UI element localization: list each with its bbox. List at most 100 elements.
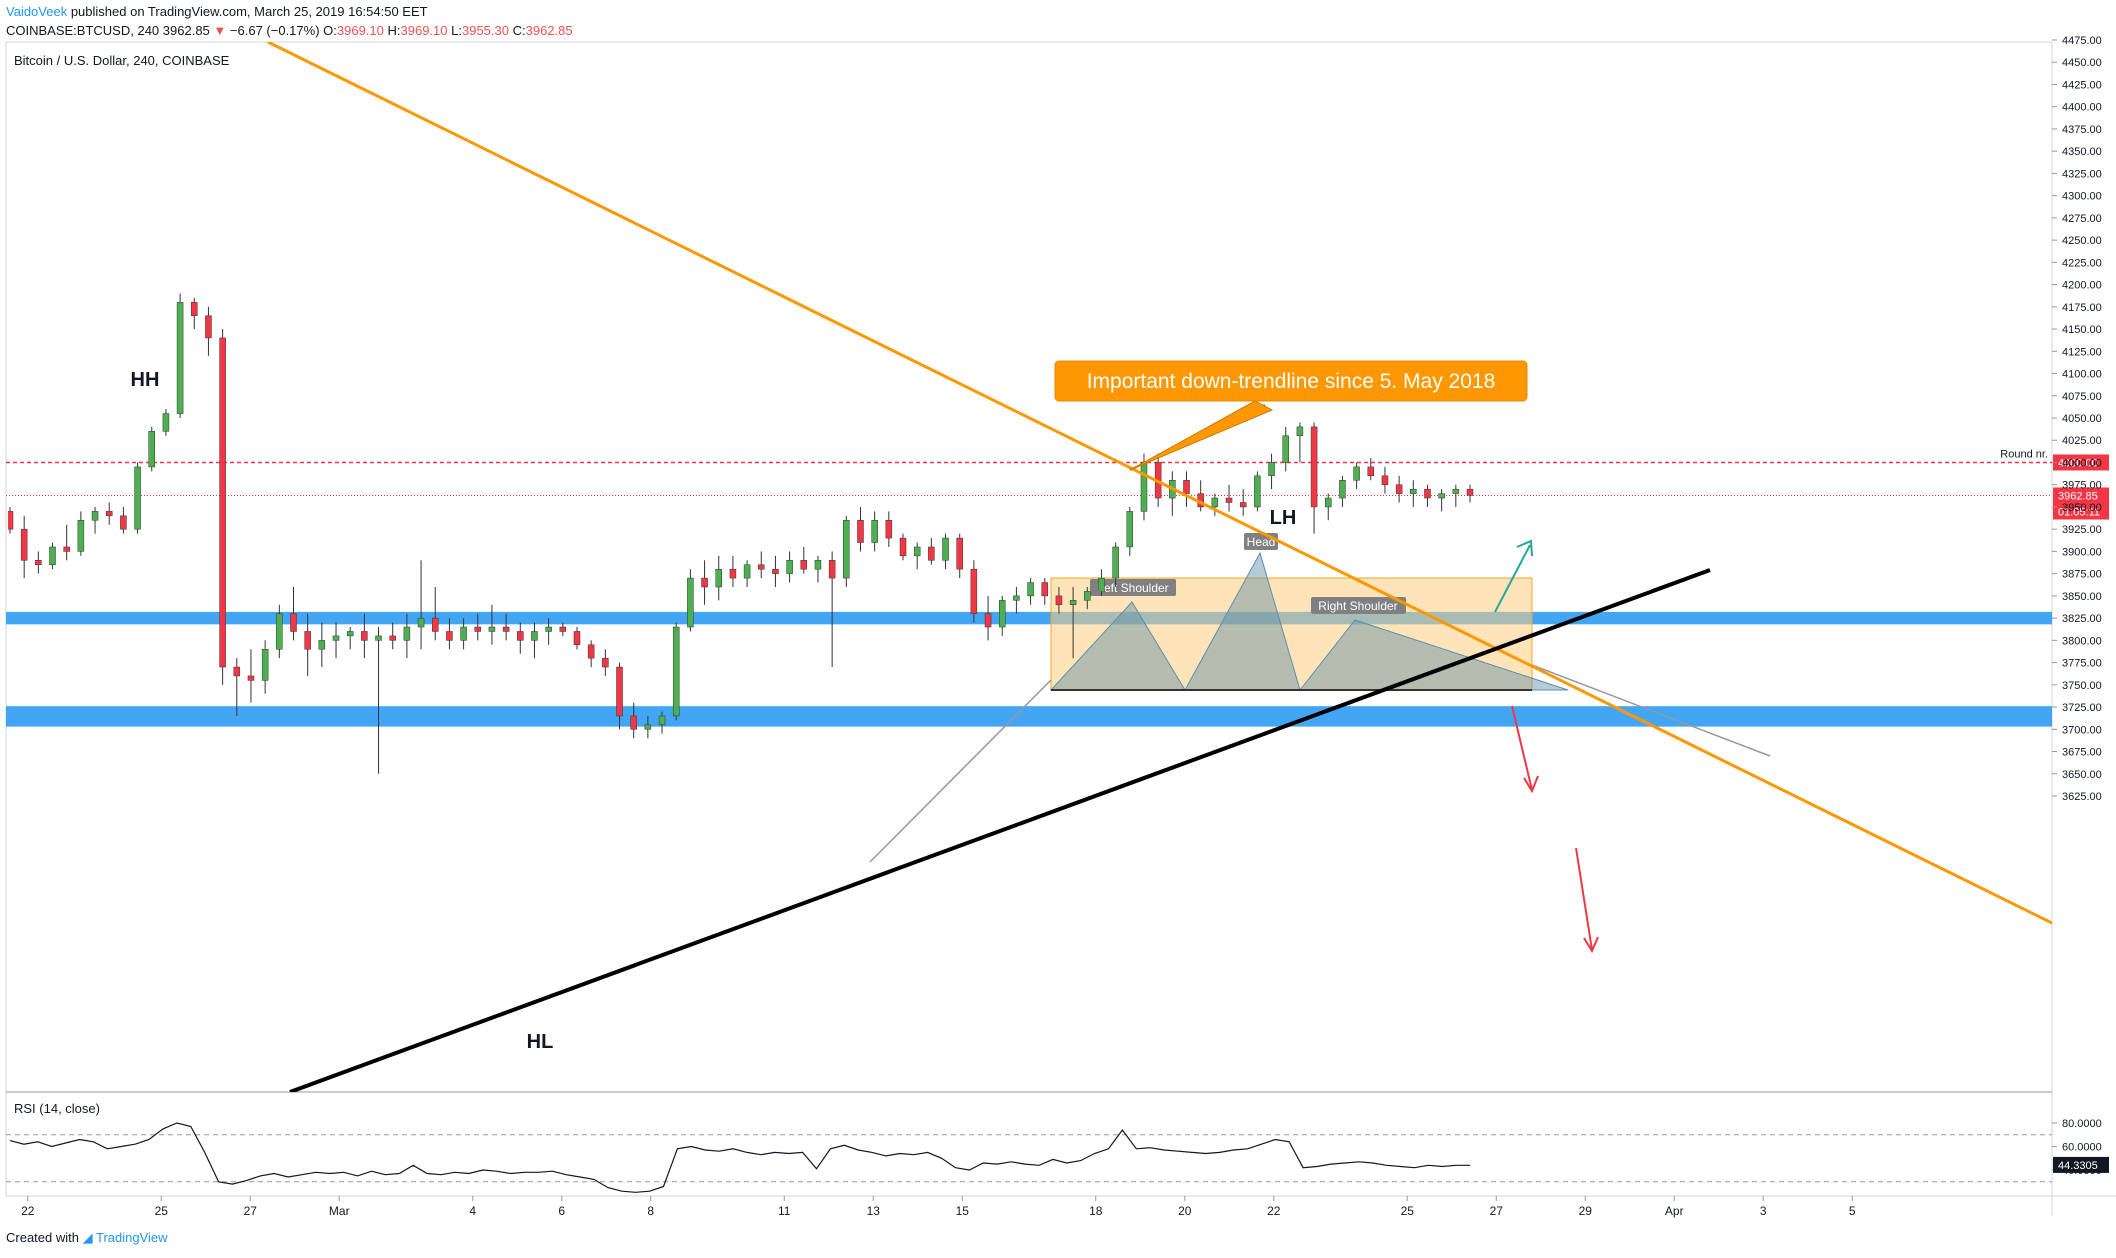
candle-body bbox=[134, 466, 141, 530]
candle-body bbox=[1055, 595, 1063, 606]
price-tick-label: 4425.00 bbox=[2062, 79, 2102, 91]
price-tick-label: 4025.00 bbox=[2062, 435, 2102, 447]
candle-body bbox=[35, 560, 42, 566]
candle-body bbox=[1239, 502, 1247, 508]
price-tick-label: 3875.00 bbox=[2062, 569, 2102, 581]
candle-body bbox=[290, 613, 297, 632]
time-tick-label: 29 bbox=[1579, 1204, 1593, 1218]
price-tick-label: 4325.00 bbox=[2062, 168, 2102, 180]
candle-body bbox=[1282, 435, 1289, 463]
price-tick-label: 3800.00 bbox=[2062, 635, 2102, 647]
time-tick-label: 25 bbox=[155, 1204, 169, 1218]
time-tick-label: 8 bbox=[647, 1204, 654, 1218]
candle-body bbox=[644, 724, 652, 730]
price-axis: 4475.00 4450.00 4425.00 4400.00 4375.00 4350.… bbox=[2052, 35, 2102, 803]
price-tick-label: 4450.00 bbox=[2062, 57, 2102, 69]
candle-body bbox=[573, 631, 581, 646]
support-zone bbox=[6, 706, 2052, 727]
candle-body bbox=[1339, 480, 1346, 499]
arrow-down-2-head bbox=[1583, 936, 1599, 954]
candle-body bbox=[91, 511, 99, 521]
candle-body bbox=[630, 715, 637, 730]
round-level-label: 4000.00 bbox=[2058, 457, 2098, 469]
price-tick-label: 4200.00 bbox=[2062, 280, 2102, 292]
candle-body bbox=[687, 577, 694, 628]
candle-body bbox=[389, 635, 396, 641]
close-value: 3962.85 bbox=[525, 23, 573, 38]
time-tick-label: 6 bbox=[558, 1204, 565, 1218]
candle-body bbox=[162, 413, 170, 432]
candle-body bbox=[658, 715, 666, 726]
candle-body bbox=[1013, 595, 1020, 601]
tradingview-brand[interactable]: TradingView bbox=[96, 1230, 168, 1245]
down-arrow-icon: ▼ bbox=[213, 23, 227, 38]
candle-body bbox=[49, 546, 56, 566]
candle-body bbox=[1268, 462, 1275, 477]
candle-body bbox=[998, 600, 1006, 628]
candle-body bbox=[729, 568, 737, 579]
candle-body bbox=[1225, 497, 1233, 503]
candle-body bbox=[247, 675, 255, 681]
price-tick-label: 3650.00 bbox=[2062, 769, 2102, 781]
time-tick-label: 15 bbox=[956, 1204, 970, 1218]
candle-body bbox=[346, 631, 354, 637]
price-tick-label: 3975.00 bbox=[2062, 480, 2102, 492]
candle-body bbox=[800, 560, 808, 570]
candle-body bbox=[956, 537, 963, 570]
rsi-title: RSI (14, close) bbox=[14, 1101, 100, 1116]
support-zones bbox=[6, 611, 2052, 727]
price-tick-label: 3625.00 bbox=[2062, 791, 2102, 803]
candle-body bbox=[1069, 600, 1077, 606]
candle-body bbox=[517, 631, 524, 641]
candle-body bbox=[715, 568, 722, 588]
price-tick-label: 4300.00 bbox=[2062, 191, 2102, 203]
candle-body bbox=[1310, 426, 1318, 508]
candle-body bbox=[1381, 475, 1389, 485]
candle-body bbox=[1254, 475, 1261, 508]
label-hl: HL bbox=[527, 1031, 554, 1053]
close-label: C: bbox=[512, 23, 526, 38]
candle-body bbox=[1466, 488, 1474, 496]
arrow-down-1-shaft bbox=[1511, 705, 1533, 791]
last-price-label: 3962.85 bbox=[2058, 491, 2098, 503]
low-value: 3955.30 bbox=[461, 23, 509, 38]
candle-body bbox=[672, 626, 680, 717]
candle-body bbox=[205, 315, 212, 339]
candle-body bbox=[63, 546, 70, 552]
support-zone bbox=[6, 611, 2052, 625]
candle-body bbox=[1098, 577, 1105, 592]
low-label: L: bbox=[451, 23, 462, 38]
candle-body bbox=[403, 626, 411, 641]
candle-body bbox=[786, 560, 793, 574]
candle-body bbox=[105, 511, 113, 517]
author-link[interactable]: VaidoVeek bbox=[6, 4, 68, 19]
candle-body bbox=[616, 666, 623, 717]
callout-box: Important down-trendline since 5. May 20… bbox=[1054, 360, 1528, 402]
candle-body bbox=[488, 626, 496, 632]
price-tick-label: 4125.00 bbox=[2062, 346, 2102, 358]
high-value: 3969.10 bbox=[400, 23, 448, 38]
open-label: O: bbox=[323, 23, 337, 38]
price-tick-label: 4350.00 bbox=[2062, 146, 2102, 158]
time-axis: 22 25 27 Mar 4 6 8 11 13 15 18 20 22 25 27 29 Apr 3 5 bbox=[21, 1196, 1856, 1218]
time-tick-label: 13 bbox=[867, 1204, 881, 1218]
rsi-tick-label: 80.0000 bbox=[2062, 1118, 2102, 1130]
bar-countdown: 01:05:11 bbox=[2058, 507, 2100, 519]
rising-trendline bbox=[289, 568, 1711, 1092]
candle-body bbox=[1027, 582, 1034, 597]
round-level-caption: Round nr. bbox=[2000, 448, 2048, 460]
candle-body bbox=[474, 626, 482, 632]
left-shoulder-text: Left Shoulder bbox=[1097, 581, 1168, 595]
arrow-up-shaft bbox=[1494, 544, 1531, 613]
price-tick-label: 3850.00 bbox=[2062, 591, 2102, 603]
price-change: −6.67 (−0.17%) bbox=[229, 23, 320, 38]
head-text: Head bbox=[1247, 535, 1276, 549]
candle-body bbox=[1438, 493, 1445, 499]
price-tick-label: 4275.00 bbox=[2062, 213, 2102, 225]
candle-body bbox=[885, 520, 893, 539]
candle-body bbox=[417, 617, 425, 628]
candle-body bbox=[1211, 497, 1219, 508]
price-tick-label: 3925.00 bbox=[2062, 524, 2102, 536]
candle-body bbox=[1410, 488, 1417, 494]
candle-body bbox=[191, 302, 198, 316]
